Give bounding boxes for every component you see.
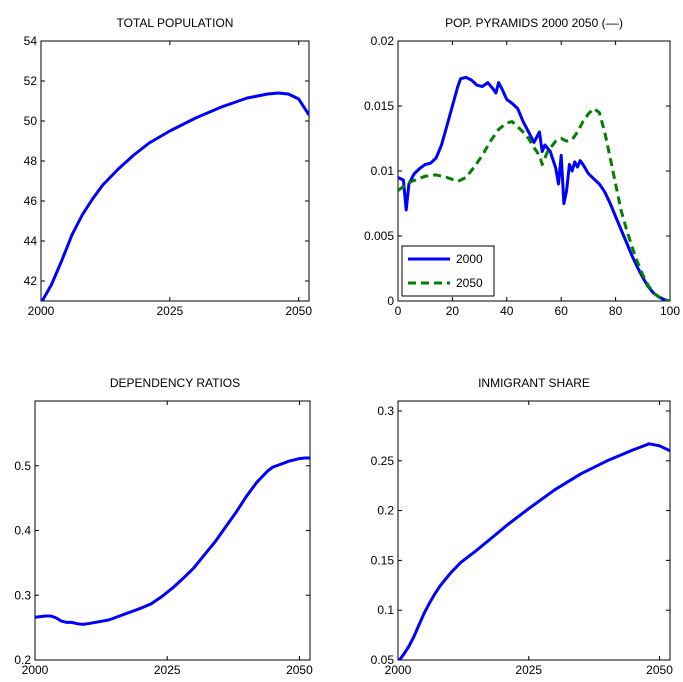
legend: 2000 2050 (401, 245, 495, 297)
series-lines (41, 91, 309, 301)
series-lines (398, 442, 670, 660)
x-tick-label: 100 (660, 304, 680, 318)
x-tick-label: 2025 (154, 663, 181, 677)
y-tick-label: 0.1 (377, 603, 394, 617)
chart-title: INMIGRANT SHARE (478, 376, 590, 390)
y-tick-label: 52 (24, 74, 38, 88)
axes-ticks: 0 20 40 60 80 100 0 0.005 0.01 0.015 0.02 (364, 34, 680, 318)
y-tick-label: 0.25 (371, 454, 395, 468)
y-tick-label: 0.3 (377, 404, 394, 418)
y-tick-label: 0.01 (371, 164, 395, 178)
x-tick-label: 2025 (156, 304, 183, 318)
chart-title: POP. PYRAMIDS 2000 2050 (––) (445, 16, 623, 30)
panel-inmigrant-share: INMIGRANT SHARE 2000 2025 2050 0.05 0.1 0.15 0… (371, 376, 674, 677)
series-line-0 (41, 91, 309, 301)
y-tick-label: 54 (24, 34, 38, 48)
x-tick-label: 2050 (646, 663, 673, 677)
axes-ticks: 2000 2025 2050 42 44 46 48 50 52 54 (24, 34, 313, 318)
y-tick-label: 42 (24, 274, 38, 288)
x-tick-label: 2000 (28, 304, 55, 318)
x-tick-label: 80 (609, 304, 623, 318)
legend-box (401, 245, 495, 297)
plot-frame (397, 400, 671, 661)
x-tick-label: 40 (500, 304, 514, 318)
series-line-0 (398, 442, 670, 660)
y-tick-label: 44 (24, 234, 38, 248)
x-tick-label: 60 (555, 304, 569, 318)
x-tick-label: 2000 (22, 663, 49, 677)
plot-frame (40, 40, 310, 302)
series-line-0 (35, 456, 310, 626)
legend-label-2000: 2000 (456, 252, 483, 266)
y-tick-label: 48 (24, 154, 38, 168)
y-tick-label: 46 (24, 194, 38, 208)
chart-title: DEPENDENCY RATIOS (110, 376, 240, 390)
y-tick-label: 0 (387, 294, 394, 308)
series-line-2050 (398, 107, 670, 301)
x-tick-label: 2025 (515, 663, 542, 677)
y-tick-label: 0.05 (371, 653, 395, 667)
series-line-2000 (398, 75, 670, 301)
x-tick-label: 0 (395, 304, 402, 318)
x-tick-label: 20 (446, 304, 460, 318)
x-tick-label: 2000 (385, 663, 412, 677)
axes-ticks: 2000 2025 2050 0.2 0.3 0.4 0.5 (14, 401, 313, 677)
y-tick-label: 0.2 (14, 653, 31, 667)
series-lines (398, 75, 670, 301)
y-tick-label: 0.15 (371, 553, 395, 567)
legend-label-2050: 2050 (456, 276, 483, 290)
y-tick-label: 50 (24, 114, 38, 128)
y-tick-label: 0.015 (364, 99, 394, 113)
y-tick-label: 0.005 (364, 229, 394, 243)
y-tick-label: 0.5 (14, 459, 31, 473)
panel-dependency-ratios: DEPENDENCY RATIOS 2000 2025 2050 0.2 0.3 0.4 0… (14, 376, 313, 677)
x-tick-label: 2050 (286, 663, 313, 677)
plot-frame (34, 400, 311, 661)
panel-total-population: TOTAL POPULATION 2000 2025 2050 42 44 46 48 50 5… (24, 16, 313, 318)
y-tick-label: 0.2 (377, 504, 394, 518)
panel-pop-pyramids: POP. PYRAMIDS 2000 2050 (––) 0 20 40 60 80 10… (364, 16, 680, 318)
series-lines (35, 456, 310, 626)
x-tick-label: 2050 (285, 304, 312, 318)
y-tick-label: 0.3 (14, 588, 31, 602)
y-tick-label: 0.02 (371, 34, 395, 48)
chart-title: TOTAL POPULATION (117, 16, 234, 30)
axes-ticks: 2000 2025 2050 0.05 0.1 0.15 0.2 0.25 0.3 (371, 401, 673, 677)
y-tick-label: 0.4 (14, 524, 31, 538)
